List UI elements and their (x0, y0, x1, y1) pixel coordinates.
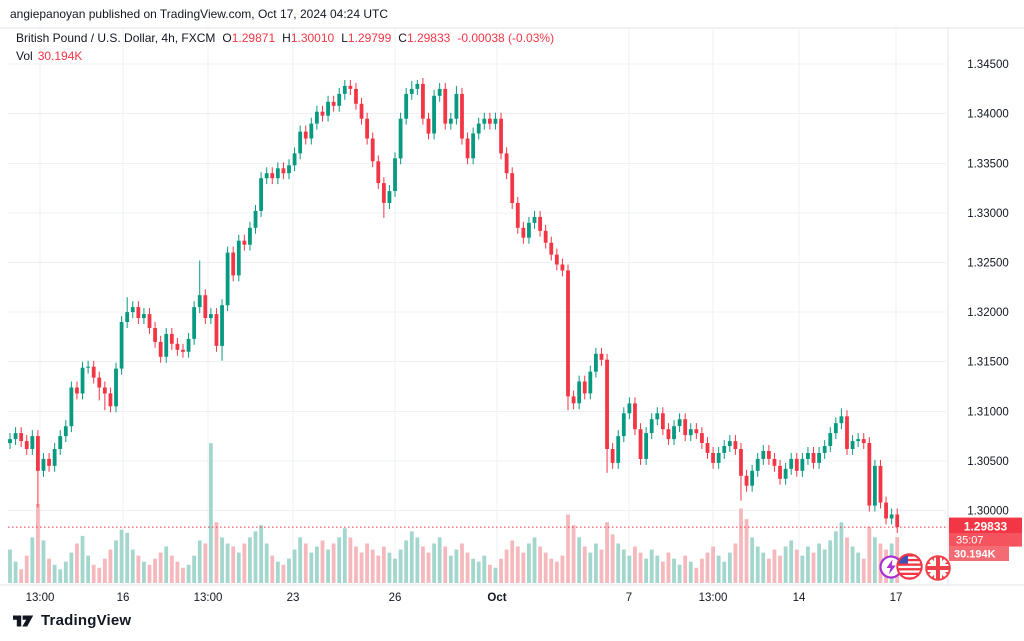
svg-text:1.30000: 1.30000 (967, 506, 1009, 518)
chart-legend: British Pound / U.S. Dollar, 4h, FXCM O1… (16, 31, 554, 63)
svg-text:17: 17 (890, 592, 903, 604)
svg-text:14: 14 (793, 592, 806, 604)
axis-borders (0, 27, 1024, 586)
last-volume-label: 30.194K (949, 546, 1009, 561)
grid-layer (8, 30, 946, 585)
close-value: C1.29833 (398, 31, 451, 45)
svg-text:1.33500: 1.33500 (967, 158, 1009, 170)
svg-text:7: 7 (626, 592, 632, 604)
svg-text:Oct: Oct (487, 592, 506, 604)
instrument-icons (878, 551, 951, 585)
svg-text:13:00: 13:00 (699, 592, 728, 604)
open-value: O1.29871 (222, 31, 276, 45)
svg-text:30.194K: 30.194K (954, 549, 996, 561)
volume-label: Vol (16, 49, 33, 63)
svg-text:13:00: 13:00 (194, 592, 223, 604)
svg-text:26: 26 (389, 592, 402, 604)
candles-layer (8, 78, 900, 533)
svg-text:1.29833: 1.29833 (964, 520, 1008, 534)
svg-text:35:07: 35:07 (956, 535, 984, 547)
uk-flag-icon (925, 555, 951, 581)
svg-text:1.34500: 1.34500 (967, 59, 1009, 71)
attribution-text: angiepanoyan published on TradingView.co… (10, 7, 389, 21)
volume-layer (8, 443, 900, 583)
symbol-title: British Pound / U.S. Dollar, 4h, FXCM (16, 31, 216, 45)
svg-text:1.30500: 1.30500 (967, 456, 1009, 468)
svg-text:23: 23 (287, 592, 300, 604)
high-value: H1.30010 (282, 31, 335, 45)
svg-text:1.31000: 1.31000 (967, 406, 1009, 418)
svg-text:1.32000: 1.32000 (967, 307, 1009, 319)
svg-text:1.31500: 1.31500 (967, 357, 1009, 369)
svg-text:1.34000: 1.34000 (967, 109, 1009, 121)
us-flag-icon (896, 553, 923, 580)
svg-text:1.33000: 1.33000 (967, 208, 1009, 220)
tradingview-brand-text: TradingView (41, 612, 132, 629)
change-value: -0.00038 (-0.03%) (457, 31, 555, 45)
price-axis: 1.34500 1.34000 1.33500 1.33000 1.32500 1.320… (967, 59, 1009, 517)
tradingview-logo-icon (13, 615, 34, 627)
low-value: L1.29799 (341, 31, 392, 45)
tradingview-footer[interactable]: TradingView (13, 612, 131, 629)
volume-value: 30.194K (37, 49, 83, 63)
time-axis: 13:00 16 13:00 23 26 Oct 7 13:00 14 17 (26, 592, 903, 604)
svg-text:1.32500: 1.32500 (967, 258, 1009, 270)
svg-text:13:00: 13:00 (26, 592, 55, 604)
svg-text:16: 16 (117, 592, 130, 604)
